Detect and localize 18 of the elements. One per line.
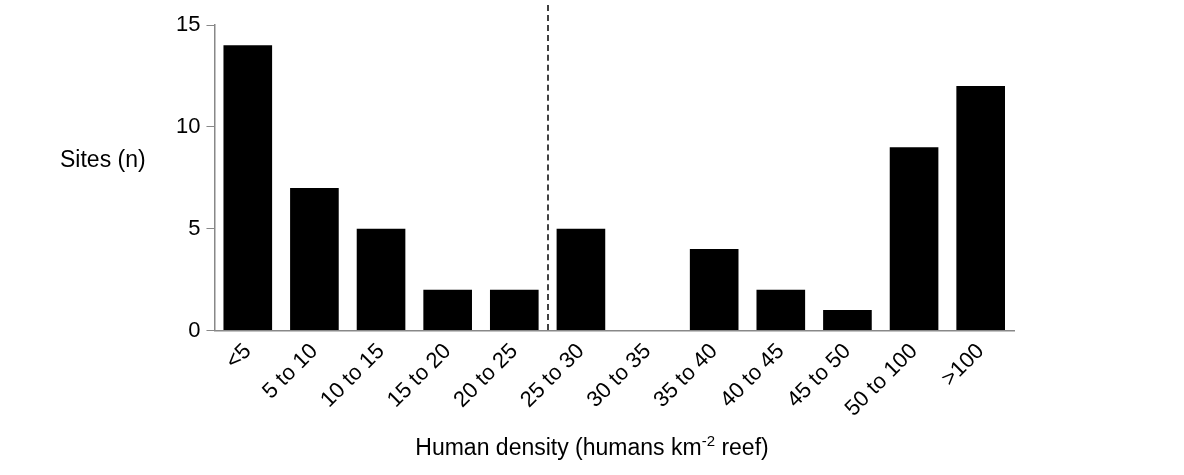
bar — [423, 289, 472, 330]
bar — [556, 228, 606, 330]
bar — [223, 45, 273, 330]
y-axis-title: Sites (n) — [60, 146, 146, 173]
bar — [489, 289, 539, 330]
bar — [956, 86, 1006, 330]
y-tick-label: 0 — [188, 316, 201, 342]
bar — [356, 228, 406, 330]
y-tick-label: 15 — [175, 11, 201, 37]
x-tick-label: <5 — [220, 337, 256, 374]
bar — [290, 187, 339, 330]
x-axis-title: Human density (humans km$^{-2}$ reef) — [414, 432, 770, 461]
bar — [823, 310, 872, 330]
bar — [689, 249, 739, 330]
bar — [756, 289, 806, 330]
bar — [889, 147, 939, 330]
y-tick-label: 5 — [188, 214, 201, 240]
y-tick-label: 10 — [175, 112, 201, 138]
